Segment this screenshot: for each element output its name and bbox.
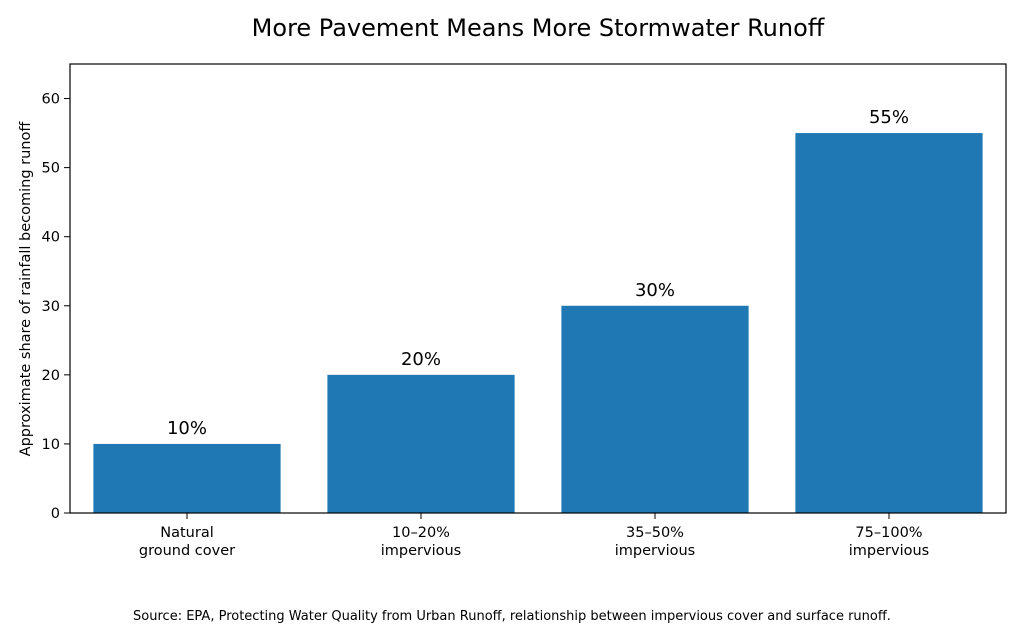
- bar-value-label-1: 10%: [167, 418, 207, 439]
- y-tick-label-50: 50: [42, 161, 60, 177]
- x-tick-label-2: 10–20% impervious: [381, 525, 461, 559]
- y-tick-label-20: 20: [42, 368, 60, 384]
- x-tick-label-line: impervious: [849, 543, 929, 559]
- y-tick-label-30: 30: [42, 299, 60, 315]
- x-tick-label-4: 75–100% impervious: [849, 525, 929, 559]
- x-tick-label-line: Natural: [160, 525, 213, 541]
- x-tick-label-line: 10–20%: [392, 525, 450, 541]
- x-tick-label-line: impervious: [381, 543, 461, 559]
- plot-area: 10% 20% 30% 55% 0 10 20 30 40 50 60 Natural ground c…: [42, 63, 1007, 559]
- x-tick-label-3: 35–50% impervious: [615, 525, 695, 559]
- bar-4: [795, 133, 983, 514]
- bar-value-label-3: 30%: [635, 280, 675, 301]
- source-note: Source: EPA, Protecting Water Quality fr…: [133, 609, 891, 624]
- bar-1: [93, 443, 281, 513]
- x-tick-label-line: 35–50%: [626, 525, 684, 541]
- y-axis-label: Approximate share of rainfall becoming r…: [18, 121, 34, 457]
- y-tick-label-10: 10: [42, 437, 60, 453]
- chart-title: More Pavement Means More Stormwater Runo…: [252, 14, 825, 42]
- bar-3: [561, 305, 749, 513]
- plot-frame: [69, 63, 1007, 514]
- x-tick-label-line: ground cover: [139, 543, 235, 559]
- x-tick-label-1: Natural ground cover: [139, 525, 235, 559]
- x-tick-label-line: impervious: [615, 543, 695, 559]
- y-tick-label-60: 60: [42, 92, 60, 108]
- x-tick-label-line: 75–100%: [855, 525, 922, 541]
- bar-value-label-4: 55%: [869, 107, 909, 128]
- bar-2: [327, 374, 515, 513]
- y-tick-label-40: 40: [42, 230, 60, 246]
- bar-value-label-2: 20%: [401, 349, 441, 370]
- y-tick-label-0: 0: [51, 506, 60, 522]
